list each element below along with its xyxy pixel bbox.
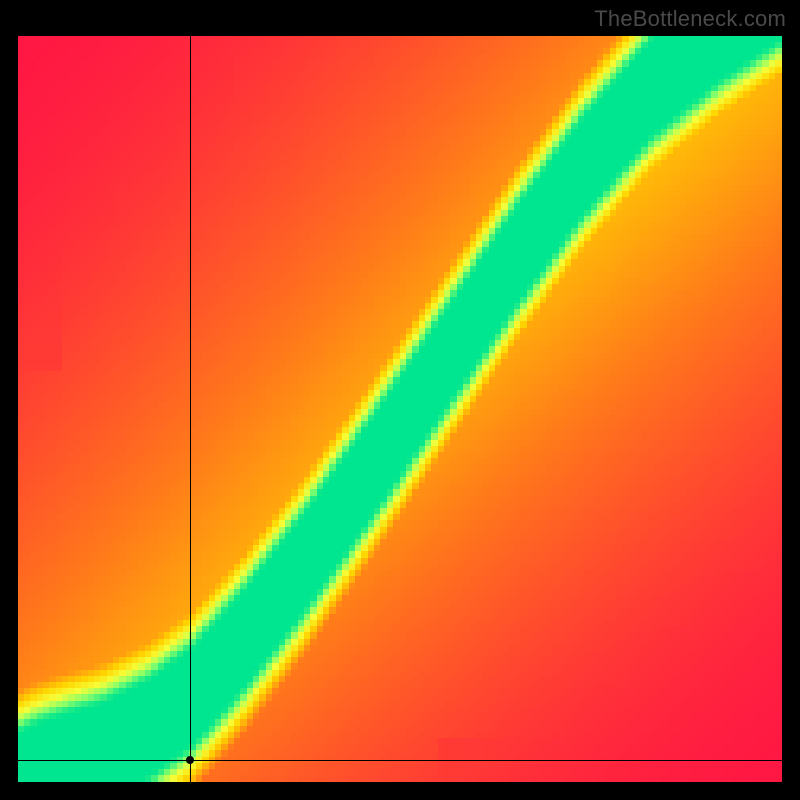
heatmap-frame [18,36,782,782]
page-root: TheBottleneck.com [0,0,800,800]
attribution-text: TheBottleneck.com [594,6,786,32]
bottleneck-heatmap [18,36,782,782]
